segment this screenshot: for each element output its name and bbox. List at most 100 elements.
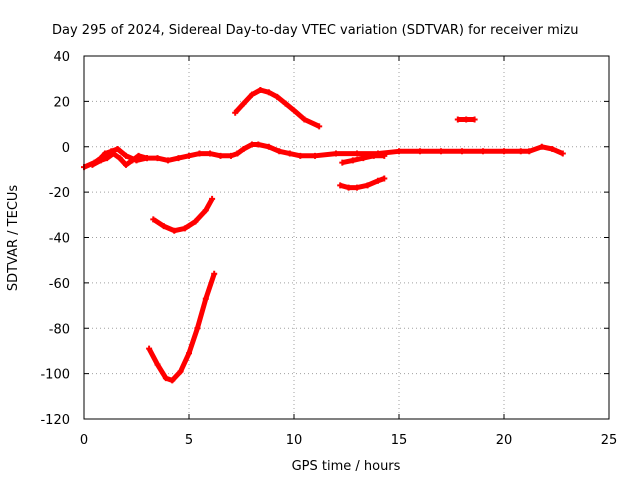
series-upper-arc: [233, 87, 321, 129]
data-point: [228, 152, 234, 159]
data-point: [202, 295, 209, 302]
data-point: [123, 152, 129, 159]
data-point: [339, 159, 346, 166]
data-point: [316, 123, 323, 130]
data-point: [169, 377, 176, 384]
y-tick-label: 20: [53, 95, 70, 110]
y-tick-label: -40: [49, 232, 70, 247]
data-point: [337, 182, 344, 189]
data-point: [186, 350, 192, 357]
y-tick-label: 0: [62, 141, 70, 156]
data-point: [396, 148, 402, 155]
data-point: [255, 141, 262, 148]
data-point: [196, 150, 203, 157]
data-point: [240, 100, 247, 107]
data-point: [265, 143, 272, 150]
data-point: [381, 175, 388, 182]
data-point: [526, 148, 533, 155]
y-tick-label: -80: [49, 322, 70, 337]
y-tick-labels: 40 20 0 -20 -40 -60 -80 -100 -120: [40, 50, 70, 428]
data-point: [181, 225, 188, 232]
data-point: [370, 152, 377, 159]
y-tick-label: -120: [40, 413, 70, 428]
data-point: [150, 216, 157, 223]
grid: [83, 55, 610, 420]
data-point: [381, 152, 388, 159]
data-point: [104, 155, 111, 162]
data-point: [123, 161, 129, 168]
data-point: [97, 157, 104, 164]
data-point: [417, 148, 423, 155]
data-point: [135, 152, 142, 159]
y-tick-label: -100: [40, 368, 70, 383]
data-point: [257, 87, 264, 94]
data-point: [144, 155, 150, 162]
data-point: [249, 141, 255, 148]
data-point: [192, 218, 199, 225]
data-point: [375, 177, 381, 184]
data-point: [207, 150, 213, 157]
data-point: [232, 109, 239, 116]
data-point: [282, 100, 289, 107]
data-point: [297, 152, 304, 159]
data-point: [501, 148, 507, 155]
data-point: [162, 375, 169, 382]
data-point: [559, 150, 566, 157]
data-point: [364, 182, 371, 189]
y-tick-label: -60: [49, 277, 70, 292]
data-point: [114, 146, 121, 153]
x-tick-label: 0: [80, 433, 88, 448]
data-point: [186, 152, 192, 159]
data-point: [89, 161, 96, 168]
data-point: [154, 155, 161, 162]
data-point: [354, 184, 360, 191]
data-point: [194, 325, 201, 332]
data-point: [333, 150, 339, 157]
x-tick-label: 20: [496, 433, 513, 448]
data-point: [240, 146, 247, 153]
data-point: [211, 270, 218, 277]
x-tick-labels: 0 5 10 15 20 25: [80, 433, 617, 448]
plot-frame: [83, 55, 610, 420]
data-point: [102, 150, 108, 157]
data-point: [116, 155, 123, 162]
data-point: [438, 148, 444, 155]
x-axis-label: GPS time / hours: [292, 459, 401, 474]
data-point: [129, 157, 136, 164]
data-point: [154, 361, 161, 368]
data-point: [459, 148, 465, 155]
data-point: [291, 107, 297, 114]
data-point: [177, 368, 184, 375]
data-point: [538, 143, 545, 150]
data-point: [202, 207, 209, 214]
data-point: [234, 150, 241, 157]
data-point: [312, 152, 318, 159]
data-point: [471, 116, 478, 123]
data-point: [171, 227, 178, 234]
data-point: [454, 116, 461, 123]
data-point: [209, 195, 216, 202]
series-main-track: [82, 142, 564, 170]
data-point: [146, 345, 153, 352]
y-tick-label: 40: [53, 50, 70, 65]
x-tick-label: 10: [286, 433, 303, 448]
data-point: [345, 184, 352, 191]
chart-title: Day 295 of 2024, Sidereal Day-to-day VTE…: [52, 23, 578, 38]
data-point: [165, 157, 171, 164]
series-layer: [81, 87, 566, 384]
data-point: [274, 93, 281, 100]
data-point: [360, 155, 367, 162]
data-point: [265, 89, 272, 96]
data-point: [160, 223, 167, 230]
data-point: [517, 148, 524, 155]
data-point: [286, 150, 293, 157]
data-point: [249, 91, 255, 98]
data-point: [349, 157, 356, 164]
data-point: [463, 116, 470, 123]
x-tick-label: 5: [185, 433, 193, 448]
data-point: [217, 152, 224, 159]
x-tick-label: 15: [391, 433, 408, 448]
data-point: [276, 148, 283, 155]
y-axis-label: SDTVAR / TECUs: [6, 185, 21, 292]
